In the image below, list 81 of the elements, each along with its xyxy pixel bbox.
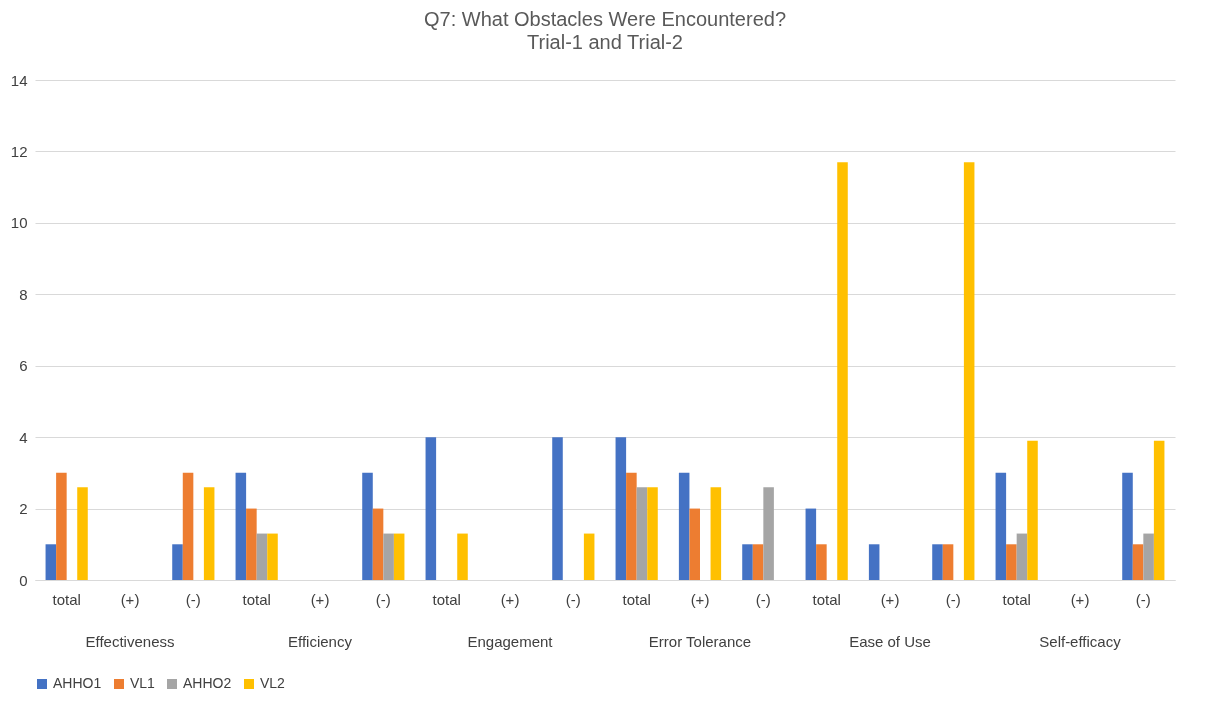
- text: Engagement: [467, 633, 554, 650]
- bar: [1132, 544, 1144, 580]
- bar: [1006, 544, 1017, 580]
- bar: [56, 472, 67, 580]
- y-tick-label: 2: [19, 500, 28, 518]
- legend-label: AHHO1: [53, 675, 102, 691]
- bar: [805, 508, 817, 580]
- bar: [942, 544, 954, 580]
- bar: [182, 472, 194, 580]
- bar: [710, 487, 722, 580]
- y-tick-label: 14: [10, 71, 28, 89]
- y-tick-label: 10: [10, 214, 28, 232]
- x-tick-label: (-): [565, 590, 581, 608]
- chart-title: Q7: What Obstacles Were Encountered?: [423, 8, 787, 30]
- x-tick-label: (-): [945, 590, 961, 608]
- text: Error Tolerance: [648, 633, 752, 650]
- bar: [1153, 440, 1165, 580]
- bar: [393, 533, 405, 580]
- bar: [678, 472, 690, 580]
- legend-label: AHHO2: [183, 675, 232, 691]
- bar: [995, 472, 1007, 580]
- bar: [1027, 440, 1038, 580]
- bar: [203, 487, 215, 580]
- bar: [1016, 533, 1028, 580]
- x-tick-label: (-): [1135, 590, 1151, 608]
- text: Ease of Use: [849, 633, 931, 650]
- x-tick-label: total: [1002, 590, 1031, 608]
- bar: [636, 487, 648, 580]
- bar: [583, 533, 595, 580]
- bar: [372, 508, 384, 580]
- bar: [45, 544, 57, 580]
- x-tick-label: total: [52, 590, 81, 608]
- bar: [256, 533, 268, 580]
- bar: [626, 472, 637, 580]
- x-tick-label: (-): [375, 590, 391, 608]
- x-tick-label: (+): [500, 590, 520, 608]
- bar: [383, 533, 394, 580]
- y-tick-label: 4: [19, 428, 28, 446]
- x-tick-label: total: [812, 590, 841, 608]
- x-tick-label: (+): [310, 590, 330, 608]
- text: Effectiveness: [85, 633, 175, 650]
- bar: [246, 508, 257, 580]
- bar: [1143, 533, 1154, 580]
- bar: [816, 544, 827, 580]
- bar: [457, 533, 468, 580]
- bar: [615, 437, 627, 580]
- x-tick-label: (+): [880, 590, 900, 608]
- bar: [267, 533, 278, 580]
- text: Self-efficacy: [1039, 633, 1122, 650]
- x-tick-label: (-): [185, 590, 201, 608]
- bar: [837, 162, 848, 580]
- y-tick-label: 12: [10, 142, 28, 160]
- x-tick-label: (+): [120, 590, 140, 608]
- x-tick-label: (-): [755, 590, 771, 608]
- bar: [689, 508, 700, 580]
- bar: [752, 544, 764, 580]
- legend-label: VL1: [130, 675, 156, 691]
- x-tick-label: (+): [690, 590, 710, 608]
- bar: [425, 437, 437, 580]
- chart-subtitle: Trial-1 and Trial-2: [527, 31, 683, 53]
- bar: [1122, 472, 1133, 580]
- x-tick-label: total: [432, 590, 461, 608]
- bar: [763, 487, 774, 580]
- text: Efficiency: [288, 633, 353, 650]
- bar: [235, 472, 247, 580]
- bar: [742, 544, 753, 580]
- bar: [362, 472, 373, 580]
- legend-label: VL2: [260, 675, 286, 691]
- y-tick-label: 0: [19, 571, 28, 589]
- x-tick-label: (+): [1070, 590, 1090, 608]
- bar: [963, 162, 975, 580]
- y-tick-label: 8: [19, 285, 28, 303]
- bar: [172, 544, 183, 580]
- bar: [868, 544, 880, 580]
- bar: [77, 487, 88, 580]
- x-tick-label: total: [622, 590, 651, 608]
- x-tick-label: total: [242, 590, 271, 608]
- bar: [932, 544, 943, 580]
- bar: [552, 437, 563, 580]
- bar: [647, 487, 658, 580]
- y-tick-label: 6: [19, 357, 28, 375]
